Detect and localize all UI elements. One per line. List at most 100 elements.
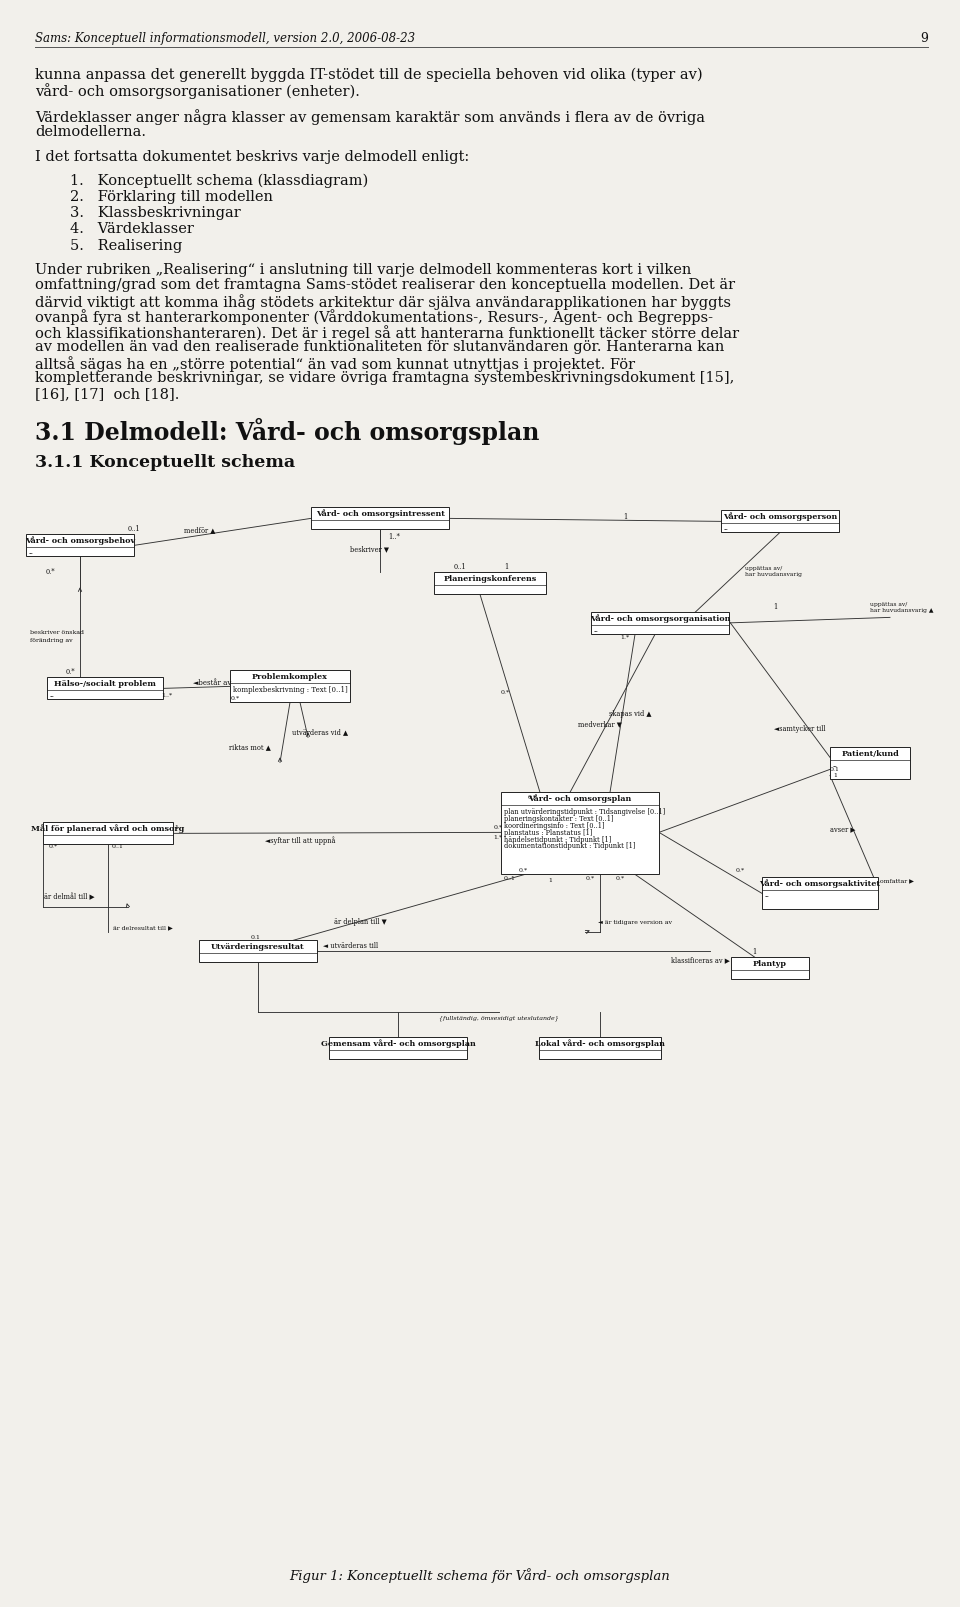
- Text: medför ▲: medför ▲: [184, 527, 216, 535]
- Text: Plantyp: Plantyp: [753, 959, 787, 967]
- Text: 3.1 Delmodell: Vård- och omsorgsplan: 3.1 Delmodell: Vård- och omsorgsplan: [35, 418, 540, 445]
- Text: medverkar ▼: medverkar ▼: [578, 720, 622, 728]
- Text: ◄består av: ◄består av: [193, 680, 231, 688]
- Text: vård- och omsorgsorganisationer (enheter).: vård- och omsorgsorganisationer (enheter…: [35, 84, 360, 100]
- Text: alltså sägas ha en „större potential“ än vad som kunnat utnyttjas i projektet. F: alltså sägas ha en „större potential“ än…: [35, 355, 636, 371]
- Text: 1: 1: [833, 773, 837, 778]
- Text: Figur 1: Konceptuellt schema för Vård- och omsorgsplan: Figur 1: Konceptuellt schema för Vård- o…: [290, 1568, 670, 1583]
- Text: 1: 1: [623, 513, 627, 521]
- Text: 3.   Klassbeskrivningar: 3. Klassbeskrivningar: [70, 206, 241, 220]
- Text: Vård- och omsorgsintressent: Vård- och omsorgsintressent: [316, 509, 444, 519]
- Text: klassificeras av ▶: klassificeras av ▶: [671, 956, 730, 964]
- Text: 0.*: 0.*: [735, 868, 745, 873]
- Text: av modellen än vad den realiserade funktionaliteten för slutanvändaren gör. Hant: av modellen än vad den realiserade funkt…: [35, 341, 725, 355]
- Text: händelsetidpunkt : Tidpunkt [1]: händelsetidpunkt : Tidpunkt [1]: [504, 836, 612, 844]
- Bar: [830, 747, 910, 779]
- Bar: [43, 823, 173, 844]
- Text: 1.*: 1.*: [620, 635, 630, 640]
- Text: omfattning/grad som det framtagna Sams-stödet realiserar den konceptuella modell: omfattning/grad som det framtagna Sams-s…: [35, 278, 735, 292]
- Text: därvid viktigt att komma ihåg stödets arkitektur där själva användarapplikatione: därvid viktigt att komma ihåg stödets ar…: [35, 294, 731, 310]
- Text: Lokal vård- och omsorgsplan: Lokal vård- och omsorgsplan: [535, 1040, 665, 1048]
- Text: --: --: [724, 527, 729, 535]
- Text: --: --: [594, 628, 599, 636]
- Text: uppättas av/: uppättas av/: [870, 603, 907, 607]
- Text: planeringskontakter : Text [0..1]: planeringskontakter : Text [0..1]: [504, 815, 613, 823]
- Text: ◄ är tidigare version av: ◄ är tidigare version av: [598, 919, 672, 926]
- Text: 1.*: 1.*: [493, 836, 503, 840]
- Text: --: --: [833, 763, 838, 771]
- Text: 0.1: 0.1: [830, 767, 840, 771]
- Text: 0.*: 0.*: [518, 868, 528, 873]
- Text: 0.*: 0.*: [586, 876, 594, 881]
- Bar: [539, 1038, 661, 1059]
- Text: --: --: [50, 693, 55, 701]
- Bar: [591, 612, 729, 635]
- Text: riktas mot ▲: riktas mot ▲: [229, 744, 271, 752]
- Bar: [329, 1038, 467, 1059]
- Text: är delresultat till ▶: är delresultat till ▶: [113, 926, 173, 930]
- Text: 3.1.1 Konceptuellt schema: 3.1.1 Konceptuellt schema: [35, 455, 295, 471]
- Text: kompletterande beskrivningar, se vidare övriga framtagna systembeskrivningsdokum: kompletterande beskrivningar, se vidare …: [35, 371, 734, 386]
- Text: 1: 1: [752, 948, 756, 956]
- Text: 0.*: 0.*: [615, 876, 625, 881]
- Bar: [731, 958, 809, 979]
- Text: Gemensam vård- och omsorgsplan: Gemensam vård- och omsorgsplan: [321, 1040, 475, 1048]
- Text: beskriver ▼: beskriver ▼: [350, 545, 389, 553]
- Text: Under rubriken „Realisering“ i anslutning till varje delmodell kommenteras kort : Under rubriken „Realisering“ i anslutnin…: [35, 264, 691, 276]
- Text: Patient/kund: Patient/kund: [841, 750, 899, 759]
- Text: 1: 1: [504, 564, 508, 572]
- Text: ◄syftar till att uppnå: ◄syftar till att uppnå: [265, 836, 335, 845]
- Text: 0.*: 0.*: [500, 689, 510, 694]
- Text: koordineringsinfo : Text [0..1]: koordineringsinfo : Text [0..1]: [504, 821, 605, 829]
- Text: 2.   Förklaring till modellen: 2. Förklaring till modellen: [70, 190, 273, 204]
- Bar: [501, 792, 659, 874]
- Text: 1: 1: [548, 877, 552, 882]
- Text: planstatus : Planstatus [1]: planstatus : Planstatus [1]: [504, 829, 592, 837]
- Text: 4.   Värdeklasser: 4. Värdeklasser: [70, 222, 194, 236]
- Text: 1: 1: [773, 603, 778, 611]
- Text: 0.*: 0.*: [527, 795, 537, 800]
- Text: plan utvärderingstidpunkt : Tidsangivelse [0..1]: plan utvärderingstidpunkt : Tidsangivels…: [504, 808, 665, 816]
- Text: I det fortsatta dokumentet beskrivs varje delmodell enligt:: I det fortsatta dokumentet beskrivs varj…: [35, 149, 469, 164]
- Text: förändring av: förändring av: [30, 638, 73, 643]
- Bar: [721, 511, 839, 532]
- Text: 0.*: 0.*: [65, 669, 75, 677]
- Text: delmodellerna.: delmodellerna.: [35, 124, 146, 138]
- Text: Vård- och omsorgsbehov: Vård- och omsorgsbehov: [25, 537, 135, 545]
- Text: uppättas av/: uppättas av/: [745, 566, 782, 570]
- Text: 9: 9: [920, 32, 928, 45]
- Text: ◄ utvärderas till: ◄ utvärderas till: [323, 942, 378, 950]
- Bar: [311, 508, 449, 529]
- Text: 0..1: 0..1: [112, 844, 124, 848]
- Text: 0.*: 0.*: [48, 844, 58, 848]
- Text: komplexbeskrivning : Text [0..1]: komplexbeskrivning : Text [0..1]: [233, 686, 348, 694]
- Text: Sams: Konceptuell informationsmodell, version 2.0, 2006-08-23: Sams: Konceptuell informationsmodell, ve…: [35, 32, 415, 45]
- Bar: [762, 877, 878, 910]
- Text: 0.1: 0.1: [251, 935, 261, 940]
- Text: 1..*: 1..*: [388, 534, 400, 542]
- Text: [16], [17]  och [18].: [16], [17] och [18].: [35, 387, 180, 400]
- Text: Vård- och omsorgsaktivitet: Vård- och omsorgsaktivitet: [759, 879, 880, 889]
- Text: 1.   Konceptuellt schema (klassdiagram): 1. Konceptuellt schema (klassdiagram): [70, 174, 369, 188]
- Text: --: --: [29, 550, 34, 558]
- Text: Vård- och omsorgsplan: Vård- och omsorgsplan: [528, 794, 632, 804]
- Bar: [434, 572, 546, 595]
- Text: Hälso-/socialt problem: Hälso-/socialt problem: [54, 680, 156, 688]
- Text: dokumentationstidpunkt : Tidpunkt [1]: dokumentationstidpunkt : Tidpunkt [1]: [504, 842, 636, 850]
- Text: 0.*: 0.*: [45, 569, 55, 577]
- Text: Vård- och omsorgsperson: Vård- och omsorgsperson: [723, 513, 837, 521]
- Text: 0.*: 0.*: [230, 696, 240, 701]
- Text: skapas vid ▲: skapas vid ▲: [609, 710, 651, 718]
- Bar: [199, 940, 317, 963]
- Bar: [26, 535, 134, 556]
- Text: Mål för planerad vård och omsorg: Mål för planerad vård och omsorg: [32, 824, 184, 834]
- Text: 0..1: 0..1: [454, 564, 467, 572]
- Text: avser ▶: avser ▶: [830, 826, 855, 834]
- Text: 1..*: 1..*: [161, 693, 173, 697]
- Text: beskriver önskad: beskriver önskad: [30, 630, 84, 635]
- Text: ◄samtycker till: ◄samtycker till: [775, 725, 826, 733]
- Text: Problemkomplex: Problemkomplex: [252, 673, 328, 681]
- Text: har huvudansvarig: har huvudansvarig: [745, 572, 802, 577]
- Text: har huvudansvarig ▲: har huvudansvarig ▲: [870, 607, 933, 612]
- Text: 0..1: 0..1: [504, 876, 516, 881]
